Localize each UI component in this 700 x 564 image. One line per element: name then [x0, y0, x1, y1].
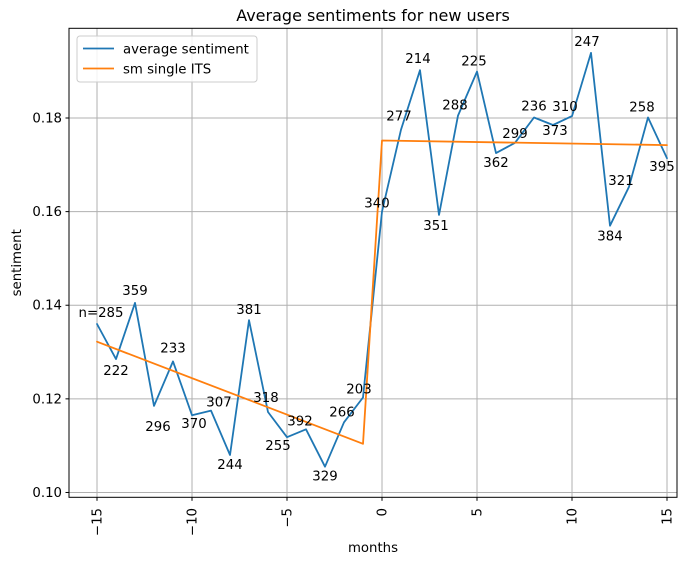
- sample-size-annotation: 244: [217, 458, 242, 473]
- legend-box: [76, 35, 258, 83]
- sample-size-annotation: 351: [423, 219, 448, 234]
- grid-lines: [69, 28, 677, 498]
- y-tick-label: 0.14: [32, 299, 62, 314]
- data-series: [96, 52, 668, 468]
- sample-size-annotation: 359: [122, 284, 147, 299]
- legend-label-average-sentiment: average sentiment: [123, 42, 249, 57]
- plot-border: [68, 27, 678, 498]
- x-tick-label: 0: [376, 508, 391, 516]
- sample-size-annotation: 247: [574, 35, 599, 50]
- legend: average sentiment sm single ITS: [76, 35, 258, 83]
- sample-size-annotation: 370: [181, 417, 206, 432]
- y-axis-label: sentiment: [10, 229, 25, 296]
- average-sentiment-line: [96, 52, 668, 468]
- sample-size-annotation: 362: [483, 156, 508, 171]
- legend-label-sm-single-its: sm single ITS: [123, 62, 211, 77]
- sample-size-annotation: 395: [649, 160, 674, 175]
- axis-ticks: −15 −10 −5 0 5 10 15 0.10 0.12 0.14 0.16 0.18: [32, 111, 675, 536]
- sample-size-annotation: 236: [521, 100, 546, 115]
- sample-size-annotation: 288: [442, 99, 467, 114]
- sample-size-annotation: 225: [461, 55, 486, 70]
- sample-size-annotation: 384: [597, 230, 622, 245]
- sample-size-annotation: 258: [629, 101, 654, 116]
- y-tick-label: 0.10: [32, 486, 62, 501]
- y-tick-label: 0.18: [32, 111, 62, 126]
- x-tick-label: −5: [281, 508, 296, 528]
- sample-size-annotation: 296: [145, 420, 170, 435]
- its-fit-line: [96, 139, 668, 445]
- y-tick-label: 0.12: [32, 392, 62, 407]
- sample-size-annotation: 266: [329, 405, 354, 420]
- sample-size-annotation: 340: [364, 197, 389, 212]
- sample-size-annotation: 307: [206, 396, 231, 411]
- sample-size-annotation: 214: [405, 52, 430, 67]
- sample-size-annotation: 381: [236, 303, 261, 318]
- sample-size-annotation: n=285: [79, 306, 124, 321]
- sample-size-annotation: 373: [542, 124, 567, 139]
- sample-size-annotation: 318: [253, 391, 278, 406]
- chart-title: Average sentiments for new users: [236, 6, 510, 25]
- sample-size-annotation: 277: [386, 110, 411, 125]
- sample-size-annotation: 233: [160, 341, 185, 356]
- sample-size-annotation: 310: [552, 100, 577, 115]
- sample-size-annotation: 222: [103, 364, 128, 379]
- x-axis-label: months: [348, 541, 398, 556]
- x-tick-label: −15: [91, 508, 106, 536]
- sample-size-annotation: 255: [265, 439, 290, 454]
- sample-size-annotation: 321: [608, 174, 633, 189]
- sample-size-annotation: 392: [287, 414, 312, 429]
- x-tick-label: 15: [661, 508, 676, 525]
- sample-size-annotation: 203: [346, 383, 371, 398]
- x-tick-label: 5: [471, 508, 486, 516]
- y-tick-label: 0.16: [32, 205, 62, 220]
- x-tick-label: 10: [566, 508, 581, 525]
- sample-size-annotation: 329: [312, 470, 337, 485]
- sample-size-annotation: 299: [502, 127, 527, 142]
- x-tick-label: −10: [186, 508, 201, 536]
